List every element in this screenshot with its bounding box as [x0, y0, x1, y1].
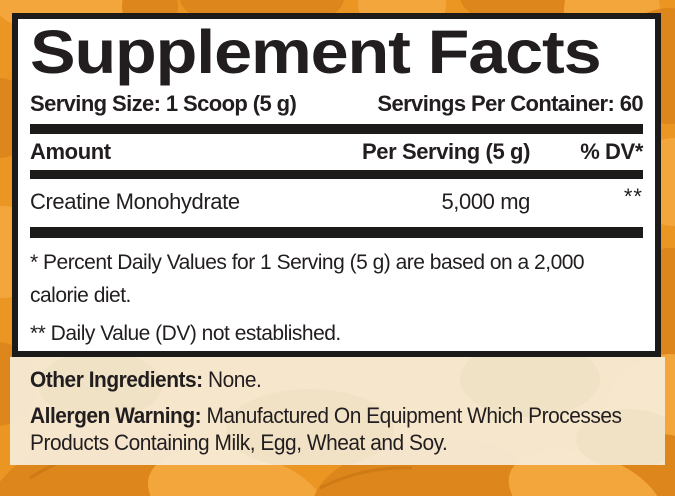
table-header-row: Amount Per Serving (5 g) % DV* — [30, 134, 643, 170]
thick-divider-bottom — [30, 227, 643, 238]
other-ingredients-value: None. — [207, 367, 262, 392]
allergen-warning-text1: Manufactured On Equipment Which Processe… — [206, 403, 622, 428]
nutrient-name: Creatine Monohydrate — [30, 189, 240, 214]
other-ingredients-label: Other Ingredients: — [30, 367, 203, 392]
supplement-facts-title: Supplement Facts — [30, 18, 602, 86]
serving-info-row: Serving Size: 1 Scoop (5 g) Servings Per… — [30, 91, 644, 117]
nutrient-dv-asterisks: ** — [623, 184, 643, 209]
servings-per-container-text: Servings Per Container: 60 — [377, 91, 643, 116]
footnotes: * Percent Daily Values for 1 Serving (5 … — [30, 246, 643, 350]
allergen-warning-text2: Products Containing Milk, Egg, Wheat and… — [30, 430, 448, 455]
allergen-warning-label: Allergen Warning: — [30, 403, 202, 428]
allergen-warning-line1: Allergen Warning: Manufactured On Equipm… — [30, 402, 622, 429]
thick-divider-middle — [30, 170, 643, 179]
daily-value-footnote-line1: * Percent Daily Values for 1 Serving (5 … — [30, 251, 585, 274]
table-row: Creatine Monohydrate 5,000 mg ** — [30, 179, 643, 227]
amount-header: Amount — [30, 139, 111, 164]
supplement-facts-panel: Supplement Facts Serving Size: 1 Scoop (… — [12, 13, 661, 357]
other-ingredients-line: Other Ingredients: None. — [30, 366, 614, 393]
allergen-warning-line2: Products Containing Milk, Egg, Wheat and… — [30, 429, 614, 456]
ingredients-allergen-panel: Other Ingredients: None. Allergen Warnin… — [10, 357, 665, 465]
dv-not-established-footnote: ** Daily Value (DV) not established. — [30, 322, 341, 345]
nutrient-amount: 5,000 mg — [441, 189, 530, 214]
serving-size-text: Serving Size: 1 Scoop (5 g) — [30, 91, 297, 116]
thick-divider-top — [30, 124, 643, 134]
per-serving-header: Per Serving (5 g) — [361, 139, 530, 164]
cream-blob-pattern — [38, 357, 665, 465]
dv-header: % DV* — [580, 139, 643, 164]
daily-value-footnote-line2: calorie diet. — [30, 284, 131, 307]
